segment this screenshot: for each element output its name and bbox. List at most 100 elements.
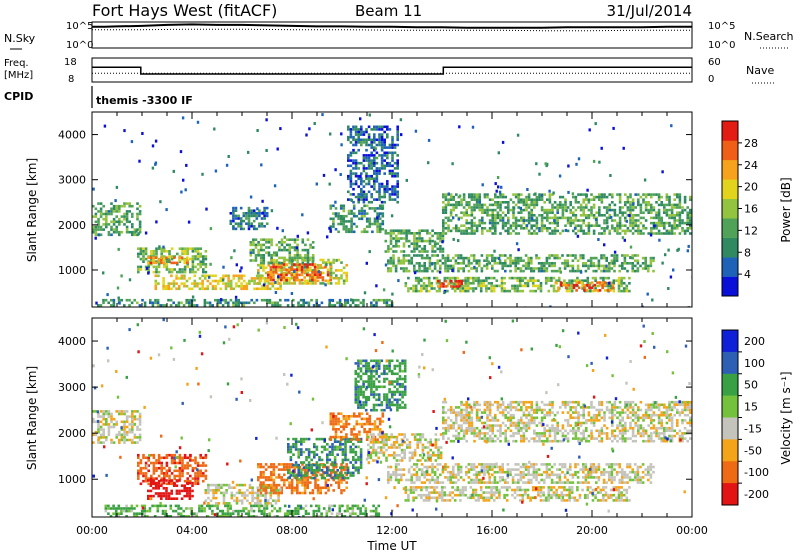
- echo-cell-r14: [509, 227, 513, 230]
- echo-cell-r14: [509, 224, 513, 227]
- echo-cell-r0: [99, 215, 103, 218]
- echo-cell-r6: [298, 254, 302, 257]
- echo-cell-r5: [298, 273, 301, 277]
- echo-cell-r11: [425, 284, 428, 288]
- echo-cell-r8: [392, 232, 395, 235]
- echo-cell-r14: [561, 229, 565, 233]
- echo-cell-r14: [491, 219, 494, 222]
- echo-cell-r11: [586, 279, 590, 282]
- echo-cell-r11: [474, 279, 478, 282]
- echo-cell-r0: [125, 225, 129, 229]
- echo-cell-r14: [663, 211, 666, 214]
- echo-cell-r16: [188, 304, 191, 307]
- echo-cell-r3: [259, 489, 262, 492]
- echo-cell-r4: [296, 486, 299, 490]
- echo-cell-r14: [444, 206, 448, 209]
- echo-cell-r16: [203, 301, 207, 305]
- echo-cell-r16: [182, 304, 186, 307]
- echo-cell-r14: [491, 224, 494, 227]
- echo-cell-r2: [180, 497, 184, 500]
- echo-cell-r6: [252, 241, 255, 244]
- echo-cell-r7: [382, 454, 386, 457]
- echo-cell-r6: [280, 243, 284, 247]
- echo-cell-r3: [245, 284, 249, 288]
- echo-cell-r5: [341, 476, 345, 480]
- echo-cell-r11: [482, 284, 486, 288]
- echo-cell-r6: [280, 248, 284, 252]
- echo-cell-r9: [347, 159, 350, 162]
- echo-cell-r9: [365, 154, 368, 157]
- echo-cell-r11: [466, 284, 470, 288]
- echo-cell-r10: [615, 254, 619, 257]
- echo-cell-r10: [436, 254, 439, 257]
- echo-cell-r6: [329, 422, 333, 426]
- echo-cell-r3: [224, 287, 228, 291]
- echo-cell-r14: [533, 203, 536, 207]
- echo-cell-r4: [272, 282, 276, 285]
- noise-cell: [612, 126, 615, 130]
- echo-cell-r8: [418, 234, 421, 238]
- power-colorbar-swatch: [722, 121, 738, 141]
- echo-cell-r6: [270, 241, 273, 244]
- noise-cell: [158, 245, 161, 249]
- echo-cell-r5: [311, 271, 314, 274]
- echo-cell-r5: [352, 458, 355, 462]
- echo-cell-r4: [264, 463, 268, 466]
- echo-cell-r14: [634, 224, 637, 227]
- echo-cell-r7: [369, 454, 373, 457]
- echo-cell-r14: [483, 193, 487, 196]
- echo-cell-r11: [490, 282, 493, 285]
- echo-cell-r3: [258, 282, 262, 285]
- echo-cell-r9: [378, 154, 381, 157]
- echo-cell-r7: [342, 222, 346, 226]
- echo-cell-r3: [274, 499, 278, 502]
- echo-cell-r10: [457, 269, 460, 273]
- echo-cell-r8: [402, 250, 406, 253]
- echo-cell-r5: [269, 265, 273, 269]
- noise-cell: [641, 305, 644, 307]
- echo-cell-r16: [271, 301, 274, 305]
- echo-cell-r3: [201, 284, 204, 288]
- echo-cell-r6: [288, 256, 292, 260]
- echo-cell-r14: [470, 224, 474, 227]
- echo-cell-r11: [529, 276, 532, 280]
- echo-cell-r10: [423, 267, 426, 270]
- echo-cell-r9: [391, 151, 394, 155]
- echo-cell-r4: [332, 258, 335, 262]
- echo-cell-r9: [370, 151, 373, 155]
- echo-cell-r9: [367, 133, 371, 136]
- echo-cell-r8: [389, 234, 393, 238]
- echo-cell-r9: [354, 167, 358, 170]
- noise-cell: [290, 292, 294, 295]
- echo-cell-r5: [285, 278, 288, 282]
- echo-cell-r9: [370, 138, 373, 142]
- echo-cell-r5: [292, 463, 295, 467]
- echo-cell-r14: [644, 208, 648, 212]
- echo-cell-r14: [449, 208, 453, 212]
- echo-cell-r10: [436, 262, 439, 265]
- noise-cell: [230, 256, 233, 260]
- echo-cell-r14: [678, 211, 682, 214]
- echo-cell-r14: [460, 232, 463, 235]
- echo-cell-r3: [222, 483, 226, 487]
- echo-cell-r0: [138, 223, 142, 226]
- echo-cell-r5: [313, 273, 317, 277]
- echo-cell-r4: [335, 481, 338, 484]
- echo-cell-r1: [199, 453, 202, 457]
- echo-cell-r1: [163, 456, 166, 460]
- echo-cell-r1: [139, 247, 143, 250]
- echo-cell-r14: [561, 206, 565, 209]
- echo-cell-r9: [349, 164, 353, 168]
- echo-cell-r1: [178, 268, 182, 271]
- echo-cell-r10: [636, 267, 640, 270]
- echo-cell-r10: [545, 267, 549, 270]
- echo-cell-r0: [112, 230, 116, 234]
- echo-cell-r14: [650, 203, 653, 207]
- echo-cell-r0: [123, 204, 126, 208]
- echo-cell-r10: [532, 269, 536, 273]
- echo-cell-r11: [617, 282, 621, 285]
- echo-cell-r16: [149, 301, 152, 305]
- echo-cell-r3: [240, 494, 244, 497]
- echo-cell-r9: [383, 141, 386, 144]
- echo-cell-r8: [439, 250, 442, 253]
